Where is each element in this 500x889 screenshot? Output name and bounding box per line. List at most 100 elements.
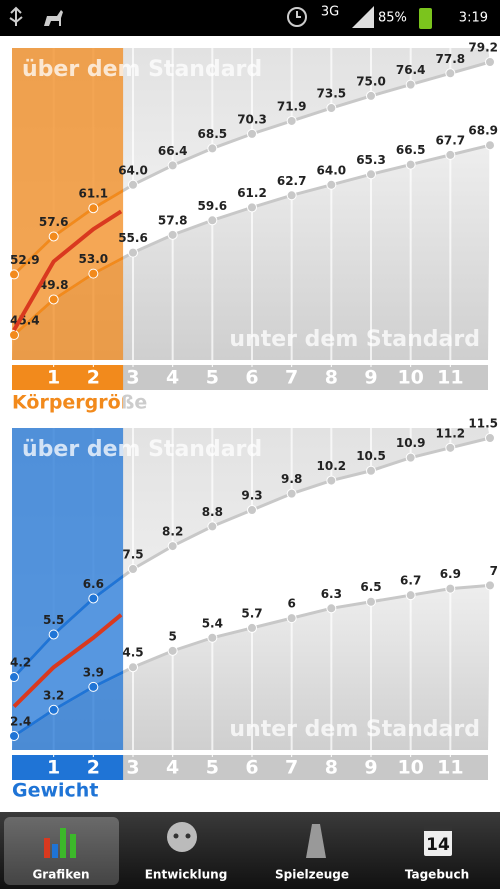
chart-title: Körpergröße (12, 392, 147, 414)
percentile-point (88, 268, 99, 279)
value-label: 4.2 (10, 656, 31, 670)
percentile-point (167, 541, 178, 552)
value-label: 11.2 (436, 426, 466, 440)
value-label: 5.7 (241, 606, 262, 620)
percentile-point (247, 202, 257, 213)
chart-title: Gewicht (12, 780, 98, 802)
x-tick-label: 8 (325, 367, 338, 389)
growth-chart: über dem Standard unter dem Standard 4.2 5.… (9, 417, 498, 802)
value-label: 6.5 (360, 580, 381, 594)
tab-label[interactable]: Entwicklung (145, 868, 228, 882)
percentile-point (128, 662, 138, 673)
x-tick-label: 7 (285, 367, 298, 389)
network: 3G (321, 5, 339, 20)
percentile-point (326, 179, 337, 190)
x-tick-label: 2 (87, 757, 100, 779)
x-tick-label: 6 (245, 757, 258, 779)
percentile-point (286, 190, 297, 201)
percentile-point (88, 203, 99, 214)
value-label: 6 (287, 597, 295, 611)
percentile-point (366, 596, 376, 607)
percentile-point (207, 215, 218, 226)
tab-label[interactable]: Spielzeuge (275, 868, 349, 882)
value-label: 64.0 (118, 163, 148, 177)
percentile-point (326, 603, 337, 614)
value-label: 5.4 (202, 616, 223, 630)
percentile-point (445, 583, 456, 594)
tab-label[interactable]: Grafiken (32, 868, 89, 882)
clock: 3:19 (459, 11, 488, 26)
percentile-point (286, 115, 297, 126)
percentile-point (9, 330, 19, 340)
x-tick-label: 6 (245, 367, 258, 389)
percentile-point (128, 179, 138, 190)
value-label: 7 (490, 564, 498, 578)
percentile-point (405, 79, 416, 90)
value-label: 62.7 (277, 174, 307, 188)
x-tick-label: 3 (126, 367, 139, 389)
percentile-point (207, 632, 218, 643)
percentile-point (247, 128, 257, 139)
x-tick-label: 11 (437, 757, 463, 779)
highlight-zone (12, 48, 124, 360)
value-label: 4.5 (122, 646, 143, 660)
percentile-point (128, 563, 138, 574)
percentile-point (88, 593, 99, 604)
calendar-day: 14 (426, 835, 450, 855)
percentile-point (286, 613, 297, 624)
percentile-point (167, 645, 178, 656)
value-label: 5.5 (43, 613, 64, 627)
value-label: 6.7 (400, 574, 421, 588)
percentile-point (405, 590, 416, 601)
tab-icons (44, 822, 452, 858)
above-standard-label: über dem Standard (22, 437, 262, 462)
below-standard-label: unter dem Standard (229, 327, 480, 352)
tab-label[interactable]: Tagebuch (405, 868, 469, 882)
child-line (12, 209, 123, 332)
x-tick-label: 10 (397, 367, 423, 389)
status-icons (9, 6, 432, 29)
x-axis-bar-highlight (12, 755, 124, 780)
value-label: 61.1 (79, 187, 109, 201)
percentile-point (485, 57, 495, 67)
percentile-point (207, 143, 218, 154)
value-label: 3.9 (83, 665, 104, 679)
x-tick-label: 4 (166, 367, 179, 389)
value-label: 65.3 (356, 153, 386, 167)
percentile-point (9, 731, 19, 741)
x-tick-label: 1 (47, 757, 60, 779)
percentile-point (9, 269, 19, 280)
above-standard-area (12, 428, 490, 678)
value-label: 68.9 (468, 124, 498, 138)
value-label: 76.4 (396, 63, 426, 77)
percentile-point (9, 672, 19, 683)
percentile-point (207, 521, 218, 532)
percentile-point (247, 505, 257, 516)
x-tick-label: 7 (285, 757, 298, 779)
value-label: 66.4 (158, 144, 188, 158)
x-tick-label: 9 (364, 757, 377, 779)
charts: über dem Standard unter dem Standard 52.9 5… (9, 41, 498, 802)
value-label: 9.8 (281, 472, 302, 486)
value-label: 6.9 (440, 567, 461, 581)
value-label: 59.6 (198, 199, 228, 213)
value-label: 11.5 (468, 417, 498, 431)
x-tick-label: 2 (87, 367, 100, 389)
percentile-point (445, 68, 456, 79)
value-label: 66.5 (396, 143, 426, 157)
value-label: 49.8 (39, 278, 69, 292)
value-label: 8.8 (202, 505, 223, 519)
x-tick-label: 5 (206, 757, 219, 779)
x-tick-label: 8 (325, 757, 338, 779)
value-label: 57.8 (158, 213, 188, 227)
percentile-point (167, 160, 178, 171)
above-standard-label: über dem Standard (22, 57, 262, 82)
percentile-point (366, 90, 376, 101)
status-bar (0, 0, 500, 36)
value-label: 5 (168, 629, 176, 643)
value-label: 71.9 (277, 99, 307, 113)
percentile-point (445, 442, 456, 453)
above-standard-area (12, 48, 490, 275)
value-label: 3.2 (43, 688, 64, 702)
